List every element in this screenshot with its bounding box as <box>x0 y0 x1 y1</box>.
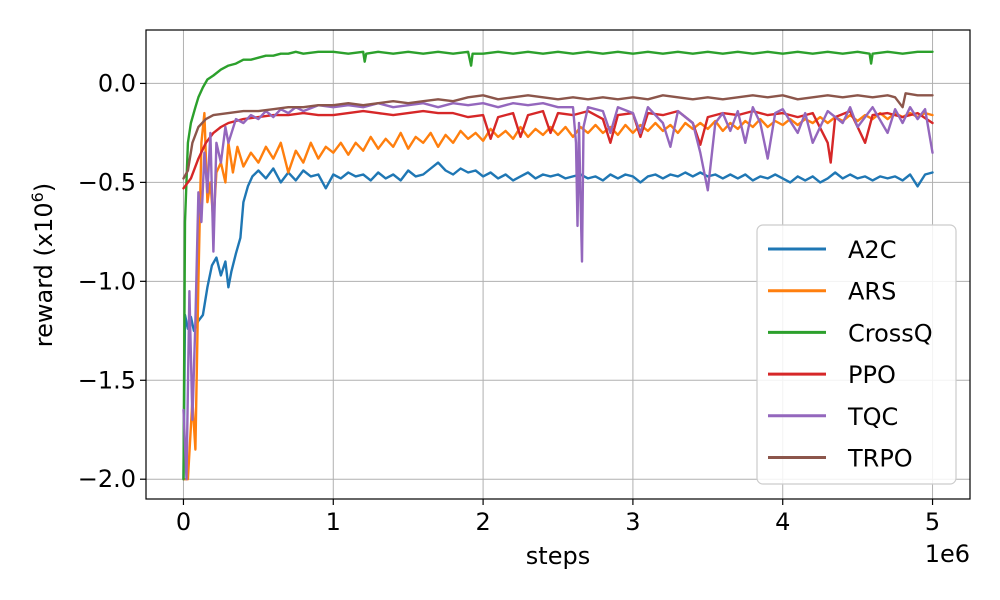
x-tick-label: 1 <box>326 508 341 536</box>
x-tick-label: 5 <box>925 508 940 536</box>
y-axis-label-text: reward (x10 <box>30 202 58 347</box>
legend-label-ppo: PPO <box>848 361 896 389</box>
series-lines <box>182 50 934 481</box>
series-line-ppo <box>182 109 934 190</box>
y-tick-label: −2.0 <box>78 465 136 493</box>
y-axis-label-exponent: 6 <box>28 192 47 202</box>
legend-label-trpo: TRPO <box>847 445 913 473</box>
plot-area-frame <box>145 29 971 500</box>
series-line-crossq <box>182 50 934 481</box>
series-line-ars <box>182 111 934 481</box>
axis-ticks: 0 1 2 3 4 5 0.0 −0.5 −1.0 −1.5 −2.0 <box>78 69 940 536</box>
legend-label-crossq: CrossQ <box>848 319 933 347</box>
x-axis-label: steps <box>526 542 590 570</box>
x-tick-label: 2 <box>475 508 490 536</box>
y-tick-label: −1.5 <box>78 366 136 394</box>
legend-label-tqc: TQC <box>847 403 898 431</box>
y-axis-label-group: reward (x106) <box>28 183 58 347</box>
y-tick-label: −1.0 <box>78 267 136 295</box>
y-tick-label: −0.5 <box>78 168 136 196</box>
series-line-tqc <box>182 102 934 481</box>
x-tick-label: 0 <box>176 508 191 536</box>
x-tick-label: 4 <box>775 508 790 536</box>
y-axis-label-close: ) <box>30 183 58 192</box>
legend-label-ars: ARS <box>848 278 896 306</box>
legend-label-a2c: A2C <box>848 236 896 264</box>
x-tick-label: 3 <box>625 508 640 536</box>
y-axis-label: reward (x106) <box>28 183 58 347</box>
y-tick-label: 0.0 <box>98 69 136 97</box>
x-axis-offset-label: 1e6 <box>925 540 970 568</box>
series-line-a2c <box>182 161 934 481</box>
legend: A2C ARS CrossQ PPO TQC TRPO <box>756 224 957 485</box>
series-line-trpo <box>182 92 934 180</box>
